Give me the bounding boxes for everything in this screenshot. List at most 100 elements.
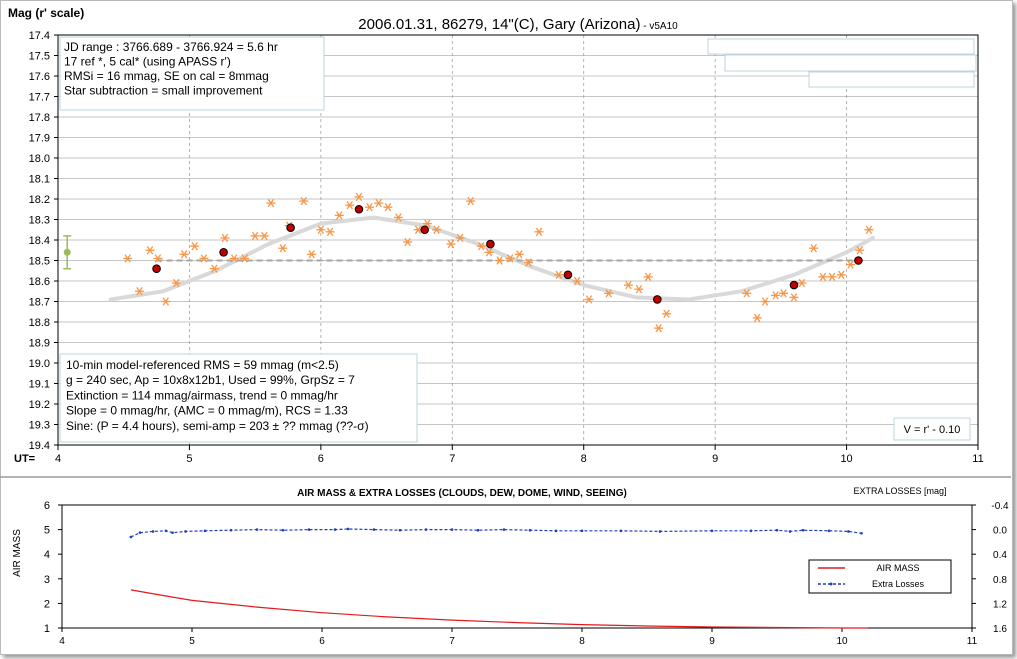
y2-tick-label: 0.8 (993, 575, 1007, 586)
y-tick-label: 18.4 (29, 235, 50, 247)
data-point-asterisk (643, 272, 653, 282)
data-point-asterisk (514, 250, 524, 259)
data-point-asterisk (771, 291, 781, 300)
y2-tick-label: 1.6 (993, 624, 1007, 635)
y2-tick-label: -0.4 (991, 501, 1009, 512)
y-tick-label: 19.0 (29, 358, 50, 370)
extra-losses-point (658, 530, 662, 533)
extra-losses-point (424, 528, 428, 531)
y-tick-label: 18.6 (29, 276, 50, 288)
model-curve (108, 215, 875, 302)
data-point-asterisk (827, 272, 837, 282)
data-point-asterisk (524, 258, 534, 267)
y-tick-label: 18.3 (29, 215, 50, 227)
x-tick-label: 4 (59, 636, 65, 647)
data-point-asterisk (466, 196, 476, 206)
data-point-asterisk (654, 323, 664, 333)
y-tick-label: 17.6 (29, 71, 50, 83)
x-tick-label: 10 (840, 453, 852, 465)
data-point-asterisk (634, 285, 644, 294)
y-axis-label: Mag (r' scale) (8, 6, 84, 20)
data-point-group (219, 248, 228, 257)
info-bottom-line: 10-min model-referenced RMS = 59 mmag (m… (66, 358, 339, 372)
extra-losses-point (372, 528, 376, 531)
data-point-asterisk (752, 313, 762, 323)
legend-label: AIR MASS (876, 563, 919, 573)
legend-box (724, 54, 977, 72)
data-point-group (563, 270, 573, 280)
data-point-asterisk (403, 237, 413, 247)
data-point-asterisk (134, 287, 144, 296)
data-point-asterisk (354, 192, 364, 202)
data-point-asterisk (345, 200, 355, 210)
data-point-asterisk (374, 198, 384, 208)
y2-tick-label: 1.2 (993, 599, 1007, 610)
air-mass-line (130, 589, 868, 629)
data-point-asterisk (190, 241, 200, 251)
x-tick-label: 8 (581, 453, 587, 465)
data-point-asterisk (864, 225, 874, 234)
data-point-asterisk (259, 231, 269, 241)
extra-losses-point (398, 528, 402, 532)
data-point-asterisk (836, 270, 846, 280)
legend-label: Extra Losses (872, 579, 925, 589)
extra-losses-point (164, 529, 168, 533)
x-tick-label: 10 (836, 636, 848, 647)
info-top-line: Star subtraction = small improvement (64, 84, 263, 98)
x-tick-label: 5 (189, 636, 195, 647)
chart-title: AIR MASS & EXTRA LOSSES (CLOUDS, DEW, DO… (297, 488, 627, 499)
y-tick-label: 17.4 (29, 30, 50, 42)
extra-losses-point (203, 529, 207, 533)
y-tick-label: 2 (44, 598, 50, 610)
extra-losses-point (346, 527, 350, 531)
y-tick-label: 18.8 (29, 317, 50, 329)
y2-tick-label: 0.0 (993, 526, 1007, 537)
data-point-asterisk (778, 289, 788, 298)
data-point-asterisk (534, 227, 544, 236)
x-tick-label: 5 (186, 453, 192, 465)
data-point-asterisk (505, 254, 515, 263)
extra-losses-point (333, 528, 337, 531)
extra-losses-point (450, 528, 454, 531)
extra-losses-point (801, 528, 805, 532)
extra-losses-point (171, 531, 174, 534)
x-tick-label: 4 (55, 453, 61, 465)
data-point-asterisk (572, 276, 582, 286)
extra-losses-point (129, 535, 133, 539)
data-point-asterisk (797, 278, 807, 288)
data-point-asterisk (266, 198, 276, 208)
data-point-asterisk (809, 244, 819, 253)
data-point-asterisk (199, 254, 209, 263)
extra-losses-point (184, 530, 187, 533)
extra-losses-point (775, 528, 779, 532)
data-point-asterisk (760, 297, 770, 306)
info-bottom-line: Slope = 0 mmag/hr, (AMC = 0 mmag/m), RCS… (66, 404, 348, 418)
data-point-asterisk (316, 225, 326, 234)
data-point-asterisk (623, 280, 633, 290)
data-point-asterisk (171, 278, 181, 288)
extra-losses-point (151, 530, 155, 533)
extra-losses-point (255, 528, 259, 531)
data-point-group (854, 256, 863, 265)
y-tick-label: 6 (44, 500, 50, 512)
legend (808, 559, 952, 594)
right-axis-title: EXTRA LOSSES [mag] (853, 486, 946, 496)
y-tick-label: 18.1 (29, 174, 50, 186)
data-point-asterisk (495, 256, 505, 265)
data-point-asterisk (220, 233, 230, 243)
chart-title-suffix: - v5A10 (640, 21, 678, 32)
y-tick-label: 4 (44, 549, 50, 561)
y-tick-label: 18.2 (29, 194, 50, 206)
y-tick-label: 17.8 (29, 112, 50, 124)
x-tick-label: 7 (449, 453, 455, 465)
x-tick-label: 7 (449, 636, 455, 647)
extra-losses-point (229, 528, 233, 532)
y-tick-label: 17.9 (29, 133, 50, 145)
data-point-group (486, 239, 495, 249)
data-point-asterisk (307, 250, 317, 259)
x-tick-label: 11 (972, 453, 983, 465)
x-axis-label: UT= (14, 453, 35, 465)
note-box (893, 417, 971, 441)
data-point-asterisk (393, 213, 403, 222)
info-top-line: RMSi = 16 mmag, SE on cal = 8mmag (64, 69, 269, 83)
